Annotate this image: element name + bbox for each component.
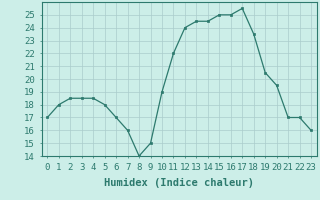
X-axis label: Humidex (Indice chaleur): Humidex (Indice chaleur) (104, 178, 254, 188)
